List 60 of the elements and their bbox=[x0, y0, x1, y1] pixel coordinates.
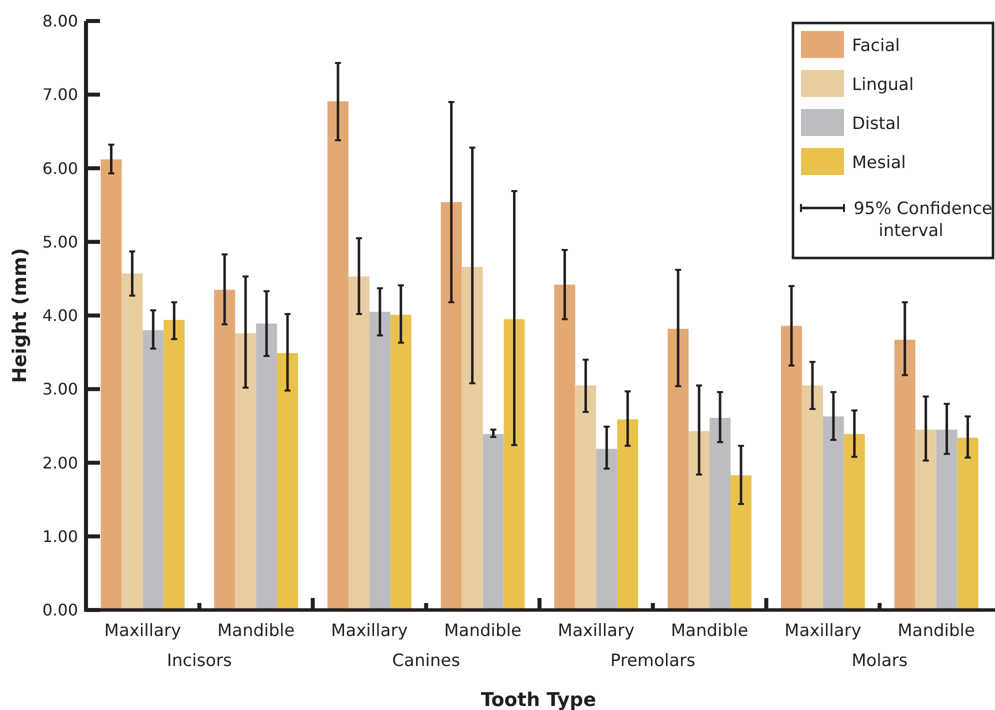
y-tick-label: 3.00 bbox=[42, 380, 78, 399]
bar bbox=[822, 416, 844, 610]
bar bbox=[390, 314, 412, 610]
text: Premolars bbox=[610, 651, 696, 671]
y-tick-label: 4.00 bbox=[42, 306, 78, 326]
y-tick-label: 6.00 bbox=[42, 158, 78, 178]
bar bbox=[482, 434, 504, 610]
bar bbox=[710, 418, 731, 610]
bar bbox=[142, 330, 164, 610]
legend-label: Distal bbox=[852, 114, 900, 134]
x-tick-label: Maxillary bbox=[331, 621, 408, 641]
bar bbox=[780, 326, 802, 610]
bar bbox=[100, 159, 122, 610]
bar bbox=[668, 328, 689, 610]
x-tick-label: Maxillary bbox=[104, 621, 182, 641]
bar bbox=[504, 319, 525, 610]
bar bbox=[688, 431, 710, 610]
x-tick-label: Maxillary bbox=[558, 621, 635, 641]
x-tick-label: Mandible bbox=[898, 621, 975, 641]
bar bbox=[936, 430, 958, 610]
text: Incisors bbox=[166, 651, 232, 671]
x-tick-label: Mandible bbox=[670, 621, 748, 641]
bar bbox=[164, 320, 185, 610]
bar bbox=[802, 385, 823, 610]
bar bbox=[256, 324, 278, 610]
bar bbox=[957, 438, 978, 610]
legend-label: Mesial bbox=[852, 152, 906, 173]
y-axis-title: Height (mm) bbox=[9, 248, 31, 384]
bar bbox=[122, 274, 143, 610]
y-tick-label: 8.00 bbox=[42, 12, 78, 31]
x-axis-title: Tooth Type bbox=[480, 689, 596, 710]
x-tick-label: Maxillary bbox=[784, 621, 862, 641]
text: Canines bbox=[392, 651, 460, 671]
bar bbox=[575, 385, 596, 610]
bar bbox=[462, 266, 483, 610]
bar bbox=[915, 430, 936, 610]
y-tick-label: 1.00 bbox=[42, 526, 78, 546]
bar bbox=[369, 312, 390, 610]
bar bbox=[730, 475, 752, 610]
bar bbox=[440, 202, 462, 610]
bar bbox=[348, 276, 370, 610]
y-tick-label: 5.00 bbox=[42, 232, 78, 252]
bar bbox=[596, 448, 618, 610]
bar bbox=[894, 340, 916, 610]
annotation: 95% Confidence interval bbox=[854, 198, 992, 242]
bar bbox=[327, 101, 348, 610]
text: Molars bbox=[852, 651, 908, 671]
y-tick-label: 7.00 bbox=[42, 85, 78, 104]
bar bbox=[235, 333, 256, 610]
legend-label: Lingual bbox=[852, 74, 914, 95]
bar bbox=[617, 419, 638, 610]
bar bbox=[277, 353, 298, 610]
x-tick-label: Mandible bbox=[217, 621, 295, 641]
y-tick-label: 2.00 bbox=[42, 453, 78, 472]
bar bbox=[554, 284, 576, 610]
legend-label: Facial bbox=[852, 36, 900, 56]
y-tick-label: 0.00 bbox=[42, 600, 78, 620]
bar bbox=[844, 434, 865, 610]
x-tick-label: Mandible bbox=[444, 621, 522, 641]
bar bbox=[214, 290, 236, 610]
